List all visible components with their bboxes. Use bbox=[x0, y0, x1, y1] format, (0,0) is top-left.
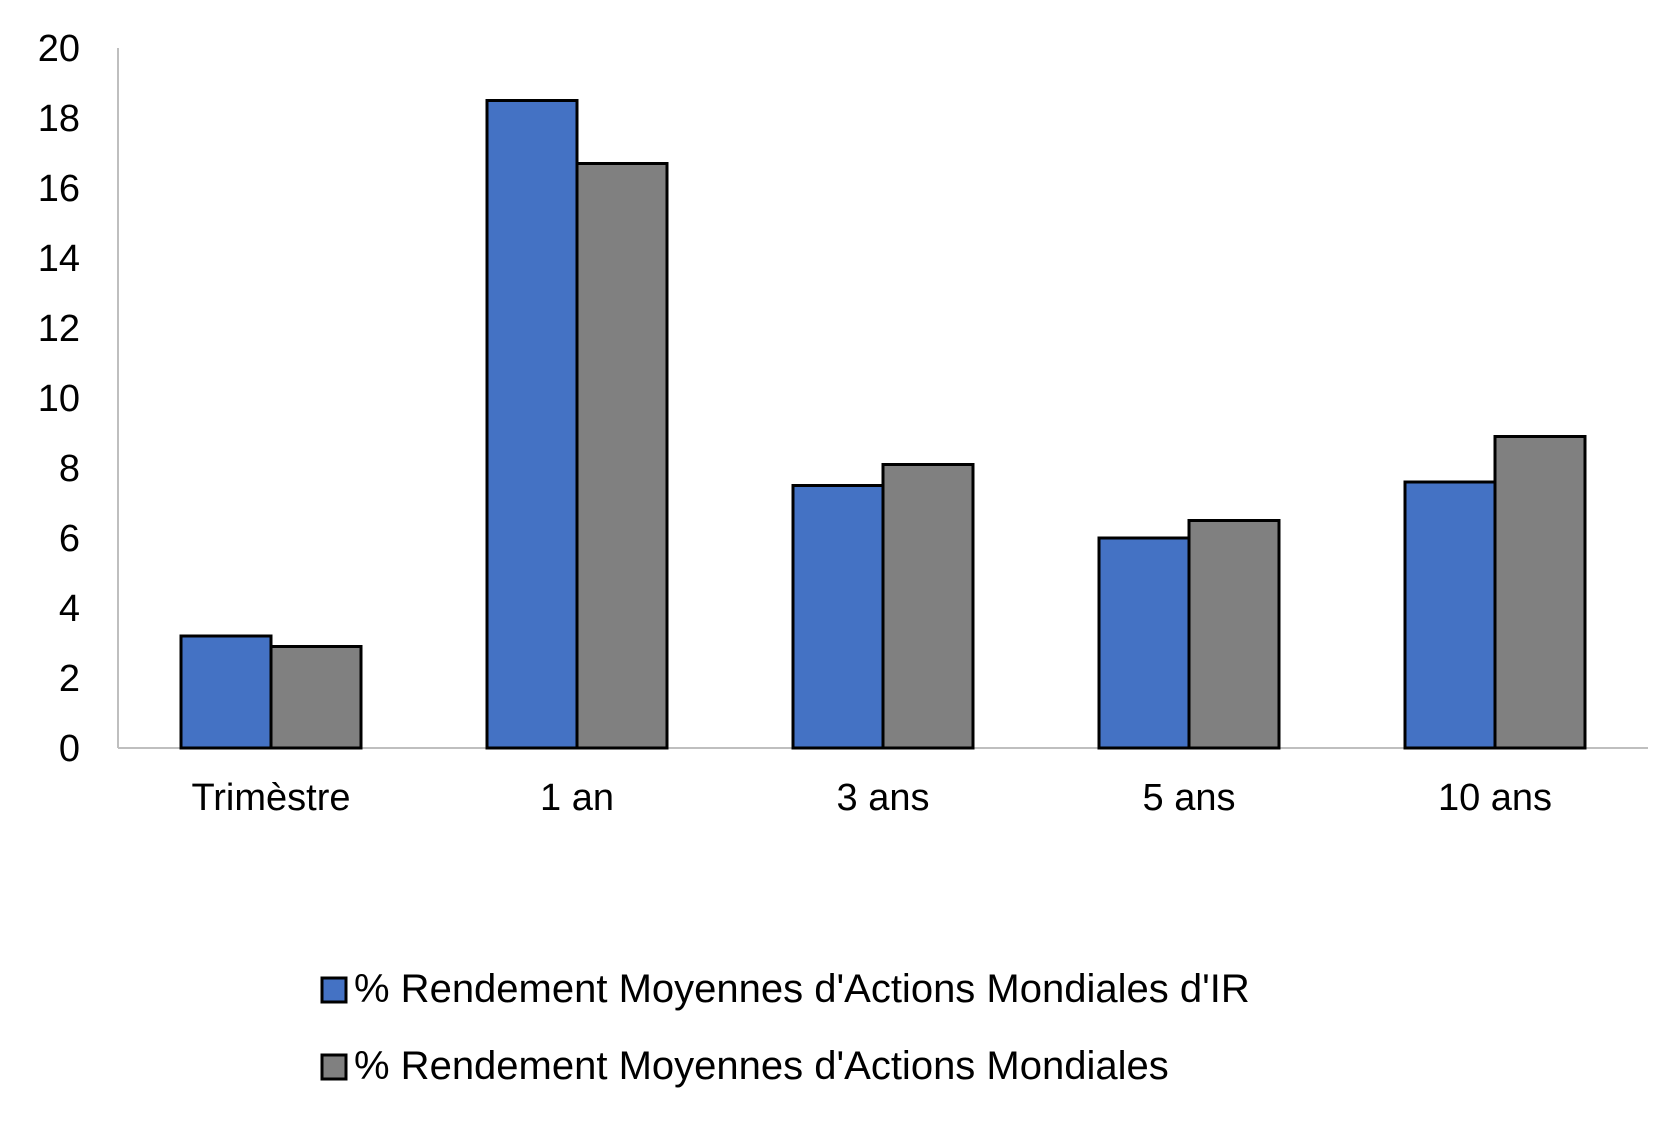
x-tick-label: Trimèstre bbox=[191, 777, 350, 819]
bar-ir-4 bbox=[1403, 480, 1497, 750]
y-tick-label: 6 bbox=[59, 518, 80, 560]
x-axis: Trimèstre 1 an 3 ans 5 ans 10 ans bbox=[118, 747, 1648, 819]
y-tick-label: 10 bbox=[38, 378, 80, 420]
bar-ir-0 bbox=[179, 634, 273, 750]
y-tick-label: 2 bbox=[59, 658, 80, 700]
bar-ir-3 bbox=[1097, 536, 1191, 750]
legend: % Rendement Moyennes d'Actions Mondiales… bbox=[320, 967, 1250, 1088]
y-tick-label: 14 bbox=[38, 238, 80, 280]
y-tick-label: 8 bbox=[59, 448, 80, 490]
y-tick-label: 12 bbox=[38, 308, 80, 350]
bar-mondiales-0 bbox=[269, 645, 363, 750]
legend-label: % Rendement Moyennes d'Actions Mondiales bbox=[354, 1044, 1169, 1088]
y-axis: 0 2 4 6 8 10 12 14 16 18 20 bbox=[38, 28, 119, 770]
x-tick-label: 5 ans bbox=[1143, 777, 1236, 819]
legend-label: % Rendement Moyennes d'Actions Mondiales… bbox=[354, 967, 1250, 1011]
bars bbox=[179, 99, 1587, 750]
y-tick-label: 20 bbox=[38, 28, 80, 70]
x-tick-label: 1 an bbox=[540, 777, 614, 819]
bar-ir-1 bbox=[485, 99, 579, 750]
x-tick-label: 3 ans bbox=[837, 777, 930, 819]
x-tick-label: 10 ans bbox=[1438, 777, 1552, 819]
y-tick-label: 18 bbox=[38, 98, 80, 140]
bar-mondiales-1 bbox=[575, 162, 669, 750]
y-tick-label: 0 bbox=[59, 728, 80, 770]
legend-swatch bbox=[320, 1053, 348, 1081]
bar-mondiales-2 bbox=[881, 463, 975, 750]
y-tick-label: 4 bbox=[59, 588, 80, 630]
y-tick-label: 16 bbox=[38, 168, 80, 210]
bar-mondiales-4 bbox=[1493, 435, 1587, 750]
bar-ir-2 bbox=[791, 484, 885, 750]
bar-mondiales-3 bbox=[1187, 519, 1281, 750]
legend-swatch bbox=[320, 976, 348, 1004]
